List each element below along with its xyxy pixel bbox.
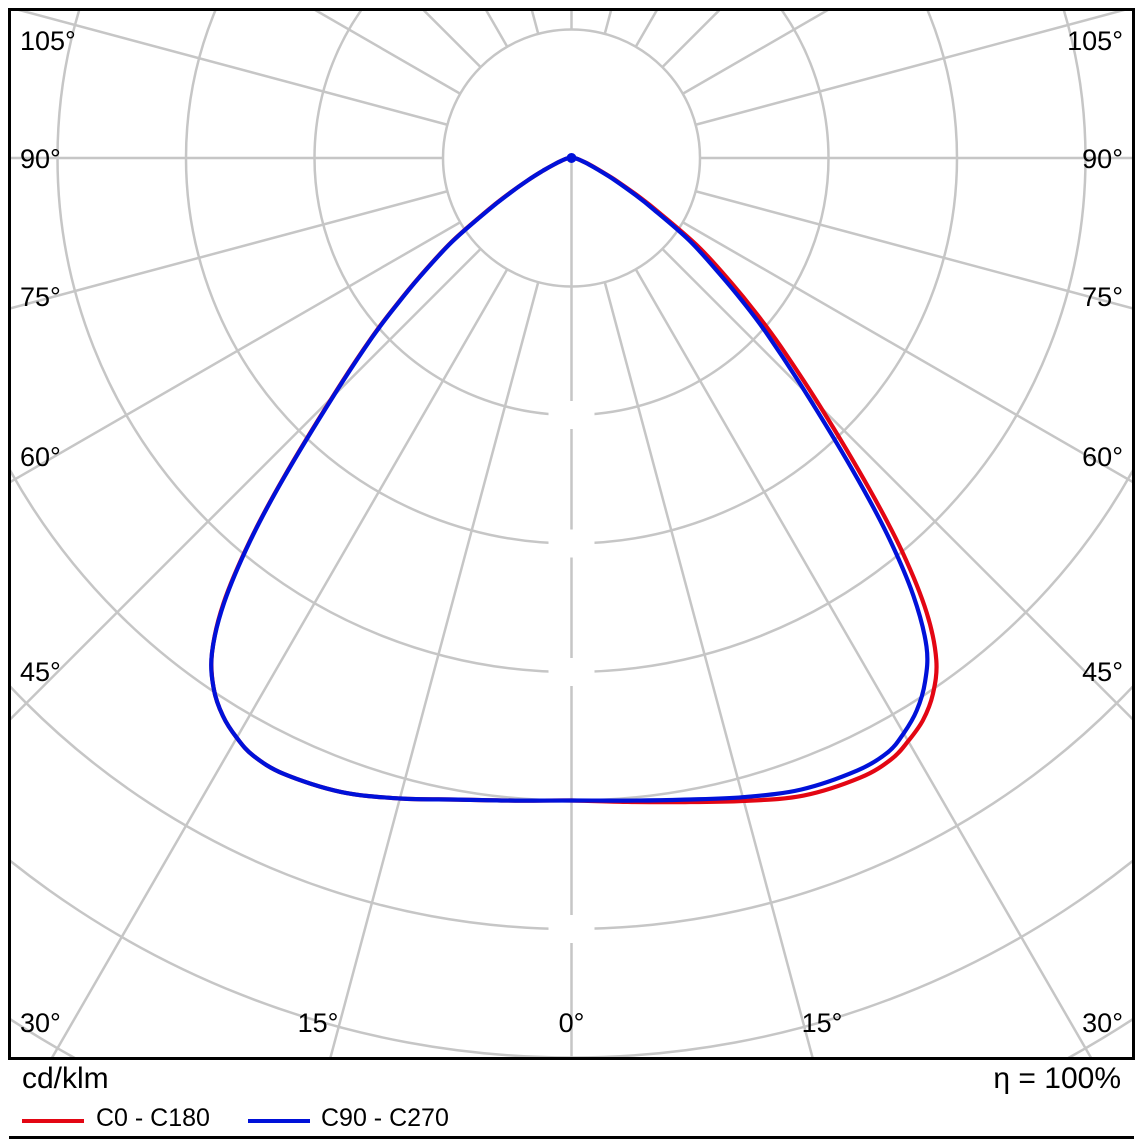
ring-value-label-mask — [548, 529, 595, 558]
grid-radial — [11, 247, 482, 721]
legend-line-c0-c180 — [22, 1119, 84, 1123]
angle-tick-right: 60° — [1082, 442, 1123, 472]
angle-tick-left: 60° — [20, 442, 61, 472]
grid-radial — [329, 281, 540, 1057]
origin-dot — [566, 153, 577, 163]
angle-tick-left: 90° — [20, 144, 61, 174]
angle-tick-left: 75° — [20, 282, 61, 312]
angle-tick-right: 30° — [1082, 1008, 1123, 1038]
legend-label-c90-c270: C90 - C270 — [321, 1104, 449, 1132]
angle-tick-left: 45° — [20, 657, 61, 687]
efficiency-label: η = 100% — [993, 1062, 1121, 1095]
grid-radial — [695, 190, 1132, 310]
angle-tick-labels: 105° 90° 75° 60° 45° 30° 105° 90° 75° 60° 45° 30° 15… — [20, 26, 1123, 1038]
grid-radial — [11, 221, 461, 484]
angle-tick-left: 30° — [20, 1008, 61, 1038]
angle-tick-bottom: 15° — [298, 1008, 339, 1038]
ring-value-label-mask — [548, 915, 595, 943]
legend-line-c90-c270 — [248, 1119, 310, 1123]
angle-tick-right: 45° — [1082, 657, 1123, 687]
curve-c90-c270 — [209, 155, 930, 803]
curve-c0-c180 — [209, 155, 939, 805]
angle-tick-bottom: 15° — [802, 1008, 843, 1038]
angle-tick-left: 105° — [20, 26, 76, 56]
chart-frame — [8, 8, 1135, 1060]
angle-tick-bottom: 0° — [559, 1008, 585, 1038]
angle-tick-right: 105° — [1067, 26, 1123, 56]
grid-radial — [661, 247, 1132, 721]
grid-radial — [695, 11, 1125, 126]
ring-value-label-mask — [548, 401, 595, 429]
footer-divider — [9, 1136, 1134, 1139]
angle-tick-right: 90° — [1082, 144, 1123, 174]
angle-tick-right: 75° — [1082, 282, 1123, 312]
grid-radial — [682, 221, 1132, 484]
grid-radial — [11, 190, 448, 310]
ring-value-label-mask — [548, 658, 595, 686]
grid-radial — [634, 268, 1092, 1057]
unit-label: cd/klm — [22, 1062, 109, 1095]
grid-radial — [51, 268, 509, 1057]
grid-radial — [18, 11, 448, 126]
grid-radial — [603, 281, 814, 1057]
legend-label-c0-c180: C0 - C180 — [96, 1104, 210, 1132]
